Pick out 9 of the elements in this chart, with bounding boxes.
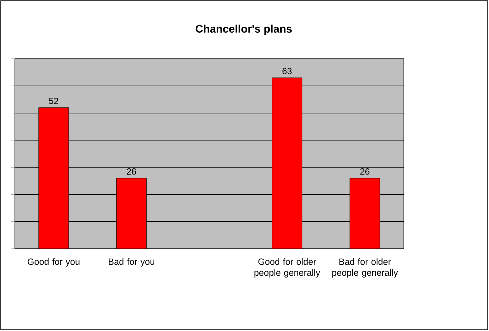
- x-tick-label: Bad for older people generally: [332, 258, 398, 278]
- x-tick-label: Good for you: [28, 258, 80, 267]
- data-label: 26: [127, 168, 136, 175]
- x-tick-label: Good for older people generally: [254, 258, 320, 278]
- data-label: 63: [282, 68, 292, 74]
- x-tick-label: Bad for you: [109, 258, 155, 267]
- data-label: 52: [49, 98, 58, 104]
- chart-title: Chancellor's plans: [196, 24, 292, 36]
- data-label: 26: [360, 168, 370, 175]
